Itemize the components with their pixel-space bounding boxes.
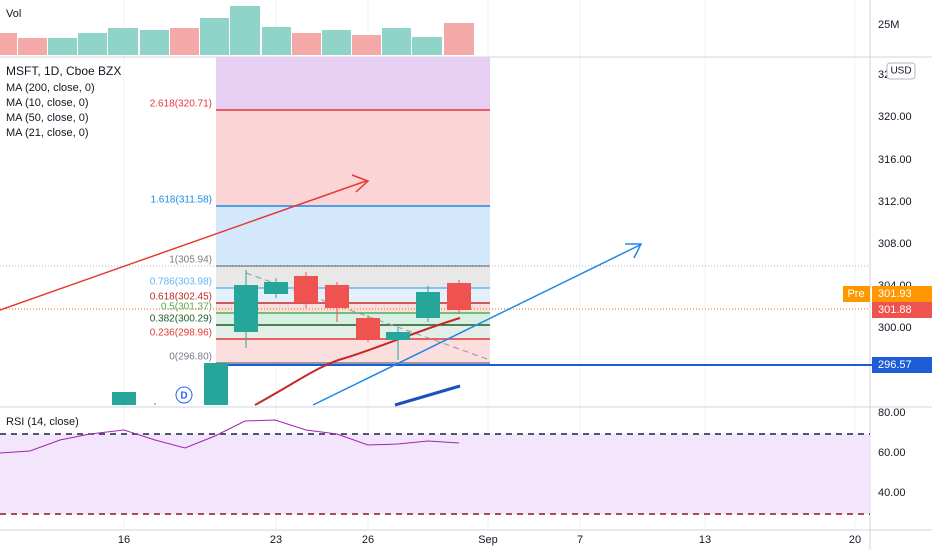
fib-zone xyxy=(216,206,490,266)
fib-label: 0.786(303.98) xyxy=(150,277,212,288)
last-price: 301.88 xyxy=(878,304,912,316)
price-tick-label: 308.00 xyxy=(878,238,912,250)
fib-zone xyxy=(216,110,490,206)
price-badge xyxy=(872,357,932,373)
x-tick-label: Sep xyxy=(478,534,498,546)
volume-bar xyxy=(170,28,199,55)
x-tick-label: 23 xyxy=(270,534,282,546)
currency-badge xyxy=(886,62,916,80)
rsi-tick-label: 80.00 xyxy=(878,407,906,419)
fib-label: 2.618(320.71) xyxy=(150,99,212,110)
candle-body xyxy=(204,363,228,405)
volume-bar xyxy=(200,18,229,55)
indicator-label: MA (200, close, 0) xyxy=(6,82,95,94)
indicator-label: MA (10, close, 0) xyxy=(6,97,89,109)
candle-body xyxy=(416,292,440,318)
pre-badge xyxy=(843,286,870,302)
candle-body xyxy=(356,318,380,340)
candle-body xyxy=(234,285,258,332)
volume-bar xyxy=(412,37,442,55)
price-tick-label: 316.00 xyxy=(878,154,912,166)
volume-bar xyxy=(292,33,321,55)
volume-bar xyxy=(48,38,77,55)
candle-body xyxy=(294,276,318,303)
rsi-band xyxy=(0,434,870,514)
price-badge xyxy=(872,286,932,302)
rsi-tick-label: 60.00 xyxy=(878,447,906,459)
symbol-label: MSFT, 1D, Cboe BZX xyxy=(6,64,121,78)
indicator-label: MA (50, close, 0) xyxy=(6,112,89,124)
volume-bar xyxy=(262,27,291,55)
line-price: 296.57 xyxy=(878,359,912,371)
event-marker-label: D xyxy=(180,391,187,402)
ma-line xyxy=(394,384,461,407)
rsi-tick-label: 40.00 xyxy=(878,487,906,499)
x-tick-label: 16 xyxy=(118,534,130,546)
fib-label: 0.618(302.45) xyxy=(150,292,212,303)
candle-body xyxy=(325,285,349,308)
candle-body xyxy=(112,392,136,405)
ma-line xyxy=(254,317,461,406)
volume-bar xyxy=(78,33,107,55)
arrow-head xyxy=(625,243,643,259)
volume-bar xyxy=(352,35,381,55)
fib-label: 0.236(298.96) xyxy=(150,328,212,339)
volume-bar xyxy=(18,38,47,55)
candle-body xyxy=(386,332,410,340)
volume-bar xyxy=(140,30,169,55)
volume-axis-label: 25M xyxy=(878,19,899,31)
candle-body xyxy=(264,282,288,294)
rsi-line xyxy=(0,419,460,454)
x-tick-label: 26 xyxy=(362,534,374,546)
x-tick-label: 7 xyxy=(577,534,583,546)
fib-label: 0(296.80) xyxy=(169,352,212,363)
price-badge xyxy=(872,302,932,318)
price-tick-label: 300.00 xyxy=(878,322,912,334)
event-marker xyxy=(175,386,193,404)
rsi-title: RSI (14, close) xyxy=(6,416,79,428)
currency-label: USD xyxy=(890,66,911,77)
volume-bar xyxy=(0,33,17,55)
fib-zone xyxy=(216,57,490,110)
indicator-label: MA (21, close, 0) xyxy=(6,127,89,139)
trend-arrow xyxy=(312,244,641,406)
fib-zone xyxy=(216,303,490,313)
pre-price: 301.93 xyxy=(878,288,912,300)
fib-label: 1.618(311.58) xyxy=(150,195,212,206)
fib-zone xyxy=(216,339,490,363)
fib-label: 0.5(301.37) xyxy=(161,302,212,313)
volume-label: Vol xyxy=(6,8,21,20)
price-tick-label: 312.00 xyxy=(878,196,912,208)
price-tick-label: 320.00 xyxy=(878,111,912,123)
volume-bar xyxy=(382,28,411,55)
volume-bar xyxy=(108,28,138,55)
x-tick-label: 20 xyxy=(849,534,861,546)
volume-bar xyxy=(444,23,474,55)
x-tick-label: 13 xyxy=(699,534,711,546)
volume-bar xyxy=(322,30,351,55)
volume-bar xyxy=(230,6,260,55)
fib-label: 0.382(300.29) xyxy=(150,314,212,325)
fib-label: 1(305.94) xyxy=(169,255,212,266)
candle-body xyxy=(447,283,471,310)
fib-zone xyxy=(216,325,490,339)
trend-arrow xyxy=(0,180,367,311)
arrow-head xyxy=(351,174,370,193)
pre-label: Pre xyxy=(847,288,864,300)
